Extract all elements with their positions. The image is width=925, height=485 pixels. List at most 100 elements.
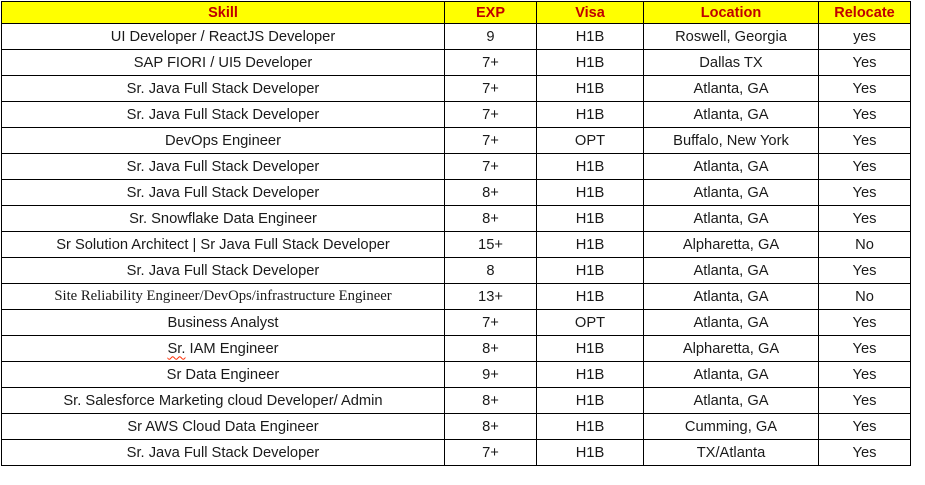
cell-visa: H1B xyxy=(536,205,644,232)
cell-exp: 8+ xyxy=(444,205,537,232)
cell-visa: H1B xyxy=(536,179,644,206)
cell-relocate: Yes xyxy=(818,387,911,414)
table-row: Sr. Java Full Stack Developer 7+ H1B TX/Atl… xyxy=(1,439,911,466)
cell-relocate: Yes xyxy=(818,153,911,180)
cell-relocate: Yes xyxy=(818,127,911,154)
cell-relocate: Yes xyxy=(818,49,911,76)
cell-skill: Sr AWS Cloud Data Engineer xyxy=(1,413,445,440)
column-header-location: Location xyxy=(643,1,819,24)
cell-location: Atlanta, GA xyxy=(643,309,819,336)
cell-skill: Sr. IAM Engineer xyxy=(1,335,445,362)
cell-relocate: No xyxy=(818,283,911,310)
cell-relocate: Yes xyxy=(818,439,911,466)
cell-location: Atlanta, GA xyxy=(643,205,819,232)
cell-visa: H1B xyxy=(536,23,644,50)
cell-skill: Sr. Snowflake Data Engineer xyxy=(1,205,445,232)
cell-relocate: Yes xyxy=(818,309,911,336)
table-row: DevOps Engineer 7+ OPT Buffalo, New York Yes xyxy=(1,127,911,154)
column-header-visa: Visa xyxy=(536,1,644,24)
cell-visa: H1B xyxy=(536,231,644,258)
cell-skill: SAP FIORI / UI5 Developer xyxy=(1,49,445,76)
cell-skill: Sr. Java Full Stack Developer xyxy=(1,179,445,206)
cell-skill: Sr. Java Full Stack Developer xyxy=(1,101,445,128)
cell-visa: H1B xyxy=(536,153,644,180)
cell-exp: 7+ xyxy=(444,49,537,76)
cell-exp: 8+ xyxy=(444,413,537,440)
cell-relocate: Yes xyxy=(818,179,911,206)
cell-visa: H1B xyxy=(536,49,644,76)
cell-location: Atlanta, GA xyxy=(643,153,819,180)
column-header-relocate: Relocate xyxy=(818,1,911,24)
table-row: Sr Solution Architect | Sr Java Full Sta… xyxy=(1,231,911,258)
cell-relocate: Yes xyxy=(818,335,911,362)
cell-relocate: Yes xyxy=(818,257,911,284)
table-row: Sr. Snowflake Data Engineer 8+ H1B Atlanta,… xyxy=(1,205,911,232)
candidate-hotlist-table: Skill EXP Visa Location Relocate UI Deve… xyxy=(1,1,911,466)
column-header-skill: Skill xyxy=(1,1,445,24)
cell-exp: 15+ xyxy=(444,231,537,258)
cell-relocate: Yes xyxy=(818,75,911,102)
cell-location: Atlanta, GA xyxy=(643,257,819,284)
table-row: UI Developer / ReactJS Developer 9 H1B Rosw… xyxy=(1,23,911,50)
table-row: SAP FIORI / UI5 Developer 7+ H1B Dallas TX Y… xyxy=(1,49,911,76)
cell-location: Atlanta, GA xyxy=(643,101,819,128)
cell-visa: H1B xyxy=(536,335,644,362)
cell-exp: 7+ xyxy=(444,75,537,102)
cell-exp: 7+ xyxy=(444,153,537,180)
table-row: Sr. Java Full Stack Developer 7+ H1B Atlant… xyxy=(1,101,911,128)
cell-visa: OPT xyxy=(536,127,644,154)
cell-skill: Sr Data Engineer xyxy=(1,361,445,388)
cell-exp: 8 xyxy=(444,257,537,284)
table-row: Sr. Java Full Stack Developer 7+ H1B Atlant… xyxy=(1,75,911,102)
cell-relocate: No xyxy=(818,231,911,258)
cell-exp: 7+ xyxy=(444,309,537,336)
table-row: Sr. IAM Engineer 8+ H1B Alpharetta, GA Yes xyxy=(1,335,911,362)
cell-location: TX/Atlanta xyxy=(643,439,819,466)
cell-location: Buffalo, New York xyxy=(643,127,819,154)
cell-visa: H1B xyxy=(536,361,644,388)
cell-location: Alpharetta, GA xyxy=(643,231,819,258)
cell-visa: H1B xyxy=(536,101,644,128)
cell-skill: DevOps Engineer xyxy=(1,127,445,154)
cell-skill: Sr. Java Full Stack Developer xyxy=(1,257,445,284)
cell-relocate: Yes xyxy=(818,101,911,128)
cell-skill: Sr. Java Full Stack Developer xyxy=(1,153,445,180)
cell-location: Atlanta, GA xyxy=(643,179,819,206)
cell-location: Atlanta, GA xyxy=(643,361,819,388)
cell-visa: H1B xyxy=(536,257,644,284)
table-row: Sr. Java Full Stack Developer 8+ H1B Atlant… xyxy=(1,179,911,206)
cell-location: Cumming, GA xyxy=(643,413,819,440)
table-header-row: Skill EXP Visa Location Relocate xyxy=(1,1,911,24)
cell-visa: H1B xyxy=(536,283,644,310)
cell-location: Alpharetta, GA xyxy=(643,335,819,362)
cell-exp: 13+ xyxy=(444,283,537,310)
table-row: Sr AWS Cloud Data Engineer 8+ H1B Cumming, … xyxy=(1,413,911,440)
cell-relocate: Yes xyxy=(818,413,911,440)
table-row: Sr. Java Full Stack Developer 8 H1B Atlanta… xyxy=(1,257,911,284)
cell-location: Atlanta, GA xyxy=(643,283,819,310)
cell-skill: Sr. Java Full Stack Developer xyxy=(1,439,445,466)
cell-relocate: Yes xyxy=(818,361,911,388)
cell-relocate: Yes xyxy=(818,205,911,232)
cell-exp: 7+ xyxy=(444,127,537,154)
cell-skill: Sr Solution Architect | Sr Java Full Sta… xyxy=(1,231,445,258)
cell-exp: 7+ xyxy=(444,101,537,128)
cell-exp: 9+ xyxy=(444,361,537,388)
cell-exp: 8+ xyxy=(444,179,537,206)
cell-location: Dallas TX xyxy=(643,49,819,76)
cell-visa: H1B xyxy=(536,387,644,414)
table-row: Business Analyst 7+ OPT Atlanta, GA Yes xyxy=(1,309,911,336)
cell-visa: OPT xyxy=(536,309,644,336)
cell-visa: H1B xyxy=(536,413,644,440)
cell-skill: Business Analyst xyxy=(1,309,445,336)
table-row: Sr Data Engineer 9+ H1B Atlanta, GA Yes xyxy=(1,361,911,388)
cell-skill: Site Reliability Engineer/DevOps/infrast… xyxy=(1,283,445,310)
table-row: Site Reliability Engineer/DevOps/infrast… xyxy=(1,283,911,310)
cell-exp: 8+ xyxy=(444,335,537,362)
table-row: Sr. Salesforce Marketing cloud Developer… xyxy=(1,387,911,414)
cell-visa: H1B xyxy=(536,75,644,102)
cell-exp: 7+ xyxy=(444,439,537,466)
cell-location: Atlanta, GA xyxy=(643,75,819,102)
table-body: UI Developer / ReactJS Developer 9 H1B Rosw… xyxy=(1,23,911,466)
table-row: Sr. Java Full Stack Developer 7+ H1B Atlant… xyxy=(1,153,911,180)
